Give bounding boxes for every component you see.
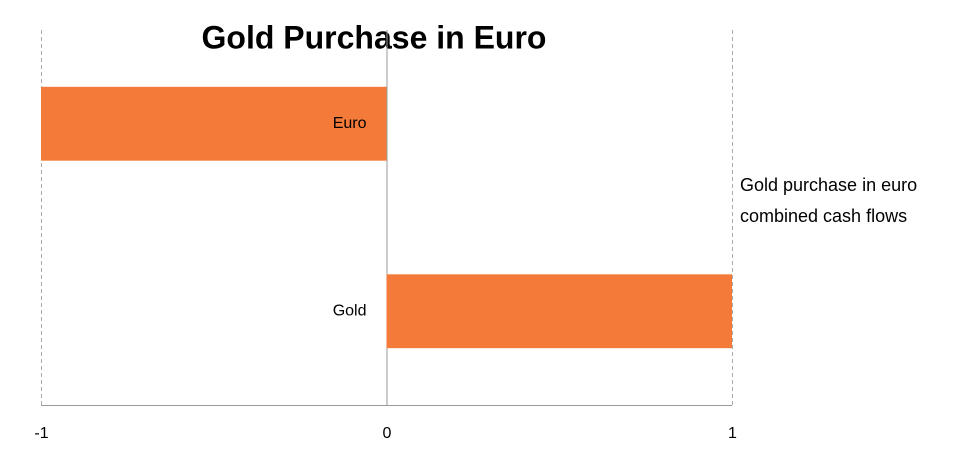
legend-entry: Gold purchase in euro combined cash flow… [740,175,918,226]
y-tick-label: Gold [333,302,367,319]
x-tick-label: 1 [728,425,737,442]
bar [386,274,732,349]
bar [41,86,387,161]
x-tick-label: -1 [34,425,48,442]
x-tick-label: 0 [383,425,392,442]
y-tick-label: Euro [333,115,367,132]
chart-title: Gold Purchase in Euro [202,19,547,55]
